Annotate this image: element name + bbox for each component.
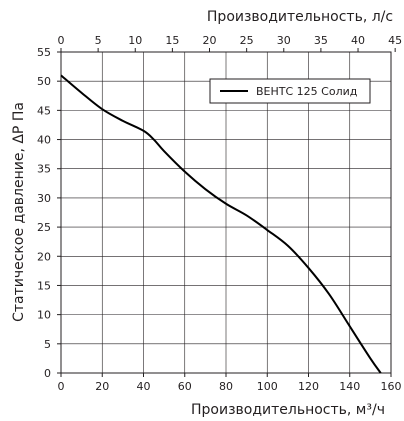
- x-tick-label: 20: [95, 380, 109, 393]
- x-tick-label: 80: [219, 380, 233, 393]
- legend: ВЕНТС 125 Солид: [209, 78, 371, 104]
- y-tick-label: 5: [44, 338, 51, 351]
- top-axis-ticks: 0 5 10 15 20 25 30 35 40 45: [58, 34, 402, 52]
- x-tick-label: 160: [381, 380, 402, 393]
- x2-tick-label: 40: [351, 34, 365, 47]
- y-tick-label: 15: [37, 279, 51, 292]
- x-tick-label: 140: [339, 380, 360, 393]
- x2-tick-label: 35: [314, 34, 328, 47]
- x-tick-label: 120: [298, 380, 319, 393]
- bottom-axis-ticks: 0 20 40 60 80 100 120 140 160: [58, 373, 402, 393]
- x2-tick-label: 0: [58, 34, 65, 47]
- plot-frame: [60, 51, 392, 374]
- y-tick-label: 10: [37, 309, 51, 322]
- y-tick-label: 40: [37, 134, 51, 147]
- x2-tick-label: 30: [277, 34, 291, 47]
- y-tick-label: 50: [37, 75, 51, 88]
- y-tick-label: 0: [44, 367, 51, 380]
- series-line-vents-125-solid: [60, 74, 382, 374]
- legend-label: ВЕНТС 125 Солид: [256, 85, 358, 98]
- y-tick-label: 55: [37, 46, 51, 59]
- y-tick-label: 25: [37, 221, 51, 234]
- x2-tick-label: 15: [165, 34, 179, 47]
- x-tick-label: 60: [178, 380, 192, 393]
- left-axis-ticks: 0 5 10 15 20 25 30 35 40 45 50 55: [37, 46, 61, 380]
- y-tick-label: 30: [37, 192, 51, 205]
- x2-tick-label: 10: [128, 34, 142, 47]
- top-axis-title: Производительность, л/с: [207, 9, 393, 25]
- y-tick-label: 20: [37, 250, 51, 263]
- x-tick-label: 100: [257, 380, 278, 393]
- x-tick-label: 0: [58, 380, 65, 393]
- x-tick-label: 40: [137, 380, 151, 393]
- x2-tick-label: 20: [203, 34, 217, 47]
- x2-tick-label: 45: [388, 34, 402, 47]
- x2-tick-label: 5: [95, 34, 102, 47]
- y-tick-label: 35: [37, 163, 51, 176]
- bottom-axis-title: Производительность, м³/ч: [191, 402, 385, 418]
- x2-tick-label: 25: [240, 34, 254, 47]
- left-axis-title: Статическое давление, ΔР Па: [11, 102, 27, 322]
- y-tick-label: 45: [37, 104, 51, 117]
